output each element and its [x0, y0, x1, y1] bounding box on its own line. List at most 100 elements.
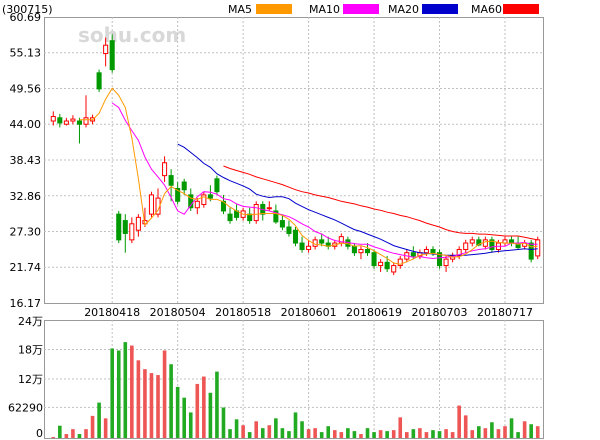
volume-bar-down	[123, 342, 128, 438]
volume-bar-down	[346, 428, 350, 438]
volume-tick-label: 24万	[18, 315, 43, 328]
volume-bar-down	[116, 350, 121, 438]
volume-bar-up	[130, 345, 134, 438]
legend-ma5-label: MA5	[228, 3, 252, 16]
volume-bar-up	[306, 429, 311, 438]
date-tick-label: 20180703	[412, 306, 468, 319]
candle-up	[463, 242, 469, 250]
volume-bar-up	[444, 429, 448, 438]
candle-up	[135, 216, 141, 231]
candle-down	[227, 213, 233, 222]
volume-bar-down	[260, 428, 265, 438]
date-tick-label: 20180601	[281, 306, 337, 319]
volume-bar-up	[378, 430, 383, 438]
volume-tick-label: 0	[36, 427, 43, 440]
candle-down	[299, 242, 305, 250]
candle-down	[116, 213, 122, 241]
candle-down	[214, 178, 220, 193]
candle-down	[489, 239, 495, 250]
date-tick-label: 20180418	[84, 306, 140, 319]
volume-bar-down	[516, 432, 520, 438]
candle-down	[430, 248, 436, 254]
volume-bar-down	[110, 348, 114, 438]
ma20-line	[177, 143, 538, 256]
candle-down	[436, 252, 443, 267]
ma5-line	[79, 87, 538, 265]
candle-down	[57, 117, 63, 124]
volume-tick-label: 12万	[18, 373, 43, 386]
candle-down	[175, 187, 181, 202]
price-axis: 60.69 55.13 49.56 44.00 38.43 32.86 27.30 21.74…	[10, 11, 42, 310]
price-tick-label: 44.00	[10, 118, 42, 131]
volume-bar-down	[529, 424, 533, 438]
date-tick-label: 20180504	[150, 306, 206, 319]
legend-ma10-label: MA10	[309, 3, 340, 16]
volume-bar-down	[169, 364, 173, 438]
moving-average-lines	[79, 87, 538, 265]
candle-down	[181, 181, 187, 191]
volume-bar-up	[522, 421, 527, 438]
volume-bar-down	[221, 407, 226, 438]
price-tick-label: 38.43	[10, 154, 42, 167]
candle-down	[319, 239, 325, 244]
candle-up	[129, 223, 135, 241]
volume-bar-down	[58, 425, 62, 438]
candle-up	[162, 162, 168, 177]
volume-bar-up	[463, 415, 468, 438]
volume-bar-up	[535, 426, 540, 438]
volume-bar-down	[247, 432, 252, 438]
date-axis: 20180418 20180504 20180518 20180601 20180619…	[84, 306, 533, 319]
price-tick-label: 21.74	[10, 261, 42, 274]
volume-bars	[51, 342, 540, 438]
volume-bar-up	[457, 405, 461, 438]
volume-bar-down	[97, 402, 101, 438]
candle-up	[358, 248, 364, 254]
volume-axis: 24万 18万 12万 62290 0	[8, 315, 43, 440]
volume-bar-up	[391, 430, 396, 438]
volume-bar-up	[71, 429, 75, 438]
candle-up	[266, 207, 272, 210]
candle-up	[443, 258, 449, 267]
volume-bar-down	[319, 432, 324, 438]
volume-bar-up	[313, 428, 317, 438]
volume-tick-label: 62290	[8, 401, 43, 414]
volume-bar-down	[372, 432, 376, 438]
volume-bar-up	[398, 417, 403, 438]
candle-down	[220, 200, 227, 212]
volume-bar-down	[228, 429, 232, 438]
candle-up	[378, 261, 384, 267]
candle-down	[286, 226, 292, 234]
volume-bar-up	[136, 360, 141, 438]
candle-down	[364, 248, 371, 254]
volume-bar-up	[424, 432, 429, 438]
candle-down	[292, 229, 299, 244]
volume-bar-down	[385, 431, 389, 438]
legend-ma20-label: MA20	[388, 3, 419, 16]
candle-up	[63, 120, 69, 125]
volume-bar-down	[300, 421, 304, 438]
volume-bar-down	[188, 412, 193, 438]
volume-bar-down	[215, 371, 219, 438]
volume-bar-down	[287, 431, 291, 438]
volume-bar-up	[359, 434, 363, 438]
candle-down	[273, 210, 279, 223]
price-tick-label: 16.17	[10, 297, 42, 310]
volume-bar-down	[431, 430, 435, 438]
candle-down	[109, 40, 115, 71]
volume-bar-down	[77, 434, 82, 438]
stock-code-label: (300715)	[2, 3, 53, 16]
candle-down	[384, 261, 390, 270]
volume-bar-up	[143, 369, 147, 438]
date-tick-label: 20180619	[346, 306, 402, 319]
volume-bar-down	[293, 412, 298, 438]
volume-bar-up	[51, 437, 56, 438]
volume-bar-up	[332, 430, 337, 438]
volume-bar-up	[156, 375, 160, 438]
volume-bar-up	[241, 425, 245, 438]
volume-bar-up	[64, 434, 69, 438]
volume-bar-up	[90, 415, 95, 438]
legend-ma5-swatch	[256, 4, 292, 14]
candle-down	[476, 239, 482, 246]
volume-bar-up	[483, 428, 488, 438]
candle-up	[70, 118, 76, 122]
